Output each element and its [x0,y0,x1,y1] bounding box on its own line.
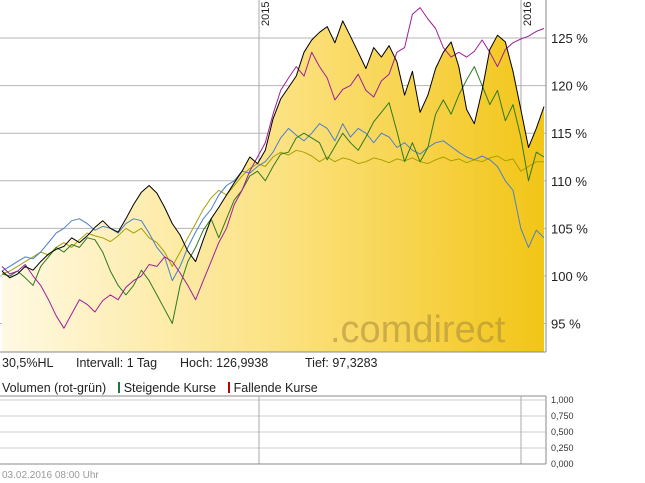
y-tick-label: 110 % [551,174,587,189]
high-label: Hoch: 126,9938 [180,356,269,370]
performance-value: 30,5%HL [2,356,54,370]
chart-axis: 95 % 100 % 105 % 110 % 115 % 120 % 125 % 2015 20… [0,0,588,353]
timestamp-footer: 03.02.2016 08:00 Uhr [2,470,99,481]
year-label-2016: 2016 [522,2,534,26]
series-line-green [1,66,545,324]
chart-series [1,7,545,329]
interval-label: Intervall: 1 Tag [76,356,158,370]
volume-label: Volumen (rot-grün) [2,381,107,395]
volume-tick-label: 0,000 [551,459,574,469]
y-tick-label: 100 % [551,269,588,284]
y-tick-label: 105 % [551,221,588,236]
volume-panel: 0,000 0,250 0,500 0,750 1,000 [0,395,574,469]
series-line-blue [1,123,545,282]
volume-tick-label: 0,250 [551,443,574,453]
volume-tick-label: 1,000 [551,395,574,405]
low-label: Tief: 97,3283 [305,356,378,370]
rising-swatch [117,382,120,393]
volume-legend: Volumen (rot-grün) Steigende Kurse Falle… [2,381,318,395]
y-tick-label: 115 % [551,126,587,141]
series-line-main [1,20,545,279]
y-tick-label: 95 % [551,316,581,331]
series-line-purple [1,7,545,329]
falling-label: Fallende Kurse [233,381,318,395]
y-tick-label: 125 % [551,31,588,46]
volume-tick-label: 0,750 [551,411,574,421]
volume-tick-label: 0,500 [551,427,574,437]
year-label-2015: 2015 [260,2,272,26]
main-area-fill [2,20,544,353]
comdirect-watermark: .comdirect [330,309,506,351]
y-tick-label: 120 % [551,79,588,94]
chart-info-bar: 30,5%HL Intervall: 1 Tag Hoch: 126,9938 … [2,356,642,372]
falling-swatch [227,382,230,393]
series-line-olive [1,149,544,275]
rising-label: Steigende Kurse [123,381,217,395]
main-series-area [2,20,544,353]
